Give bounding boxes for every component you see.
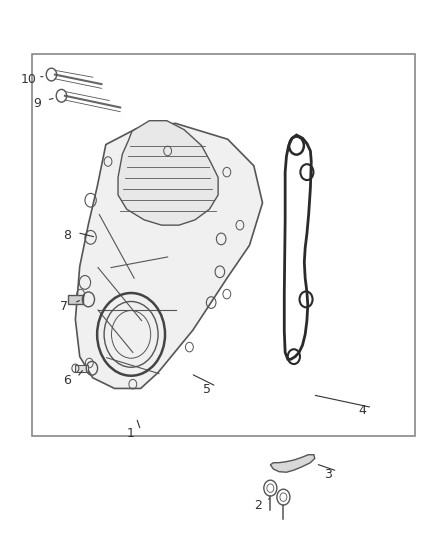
- Text: 6: 6: [64, 374, 71, 387]
- Polygon shape: [118, 120, 218, 225]
- Text: 1: 1: [127, 427, 135, 440]
- Polygon shape: [270, 455, 315, 472]
- Text: 7: 7: [60, 300, 68, 313]
- Text: 5: 5: [203, 383, 211, 396]
- Text: 8: 8: [64, 229, 71, 242]
- Text: 2: 2: [254, 498, 262, 512]
- FancyBboxPatch shape: [75, 365, 88, 372]
- Text: 10: 10: [21, 74, 36, 86]
- Text: 4: 4: [359, 404, 367, 417]
- Text: 9: 9: [33, 96, 41, 110]
- FancyBboxPatch shape: [67, 295, 83, 304]
- Polygon shape: [75, 123, 262, 389]
- Text: 3: 3: [324, 468, 332, 481]
